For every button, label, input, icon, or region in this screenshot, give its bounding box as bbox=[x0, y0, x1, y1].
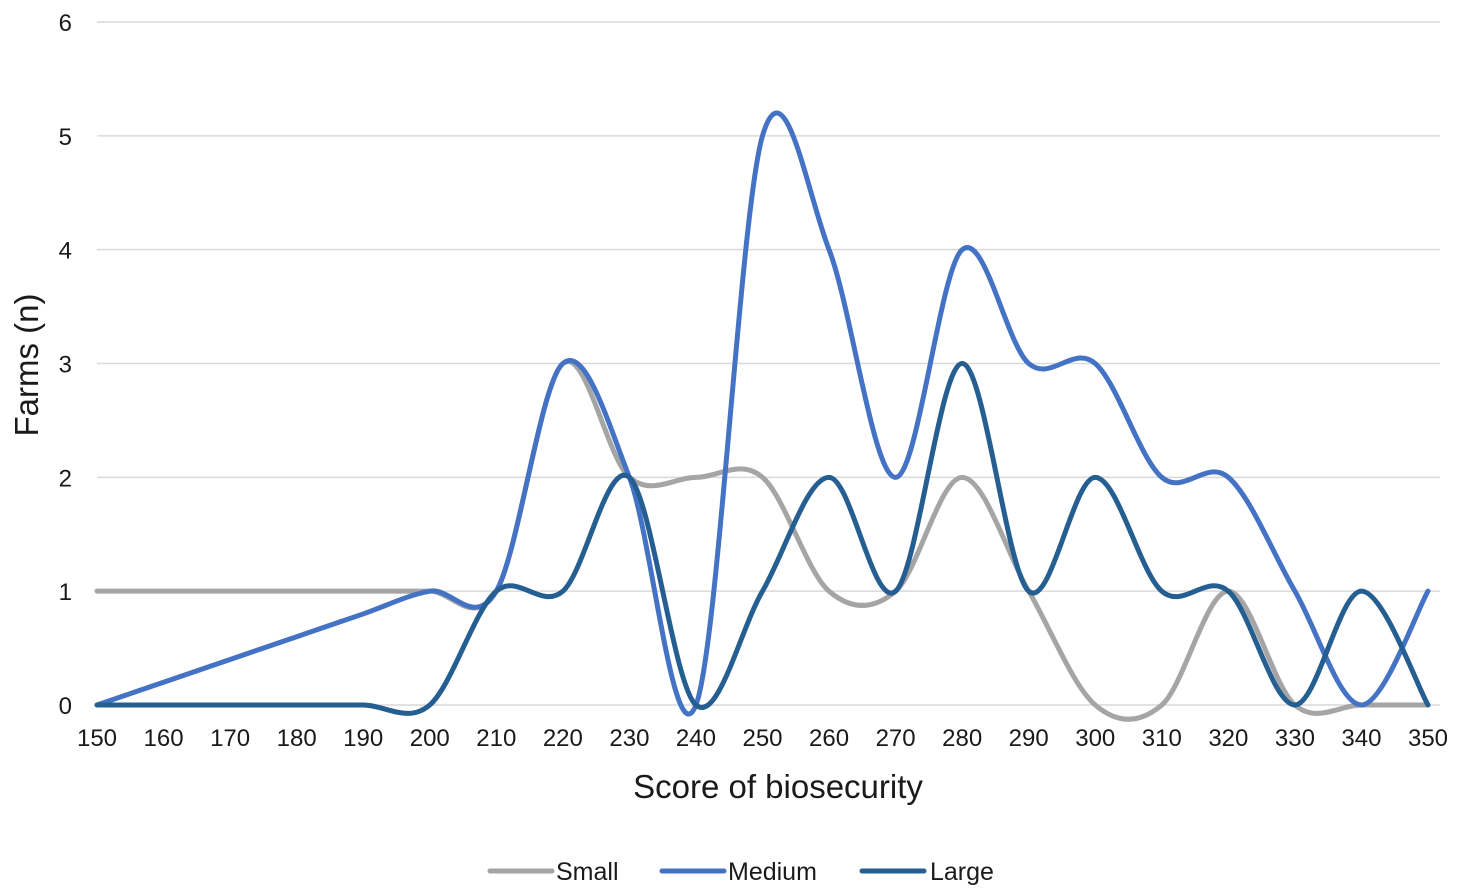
x-tick-label: 210 bbox=[476, 725, 516, 752]
x-tick-label: 220 bbox=[543, 725, 583, 752]
series-line-medium bbox=[94, 110, 1431, 717]
x-tick-label: 270 bbox=[876, 725, 916, 752]
x-tick-label: 190 bbox=[343, 725, 383, 752]
x-tick-label: 310 bbox=[1142, 725, 1182, 752]
y-tick-label: 4 bbox=[59, 238, 72, 265]
legend-label-large: Large bbox=[930, 858, 994, 886]
x-tick-label: 160 bbox=[144, 725, 184, 752]
y-tick-label: 6 bbox=[59, 10, 72, 37]
x-tick-label: 260 bbox=[809, 725, 849, 752]
y-tick-label: 2 bbox=[59, 465, 72, 492]
x-tick-label: 300 bbox=[1075, 725, 1115, 752]
y-tick-label: 0 bbox=[59, 693, 72, 720]
x-tick-label: 320 bbox=[1208, 725, 1248, 752]
series-line-small bbox=[94, 358, 1431, 722]
y-axis-ticks: 0 1 2 3 4 5 6 bbox=[59, 10, 72, 720]
x-tick-label: 170 bbox=[210, 725, 250, 752]
series-lines bbox=[94, 110, 1431, 722]
x-tick-label: 280 bbox=[942, 725, 982, 752]
y-tick-label: 1 bbox=[59, 579, 72, 606]
x-axis-ticks: 150 160 170 180 190 200 210 220 230 240 250 260 270 2… bbox=[77, 725, 1448, 752]
legend-label-medium: Medium bbox=[728, 858, 817, 886]
x-tick-label: 240 bbox=[676, 725, 716, 752]
x-tick-label: 180 bbox=[277, 725, 317, 752]
x-tick-label: 230 bbox=[609, 725, 649, 752]
x-tick-label: 330 bbox=[1275, 725, 1315, 752]
legend-label-small: Small bbox=[556, 858, 619, 886]
x-tick-label: 200 bbox=[410, 725, 450, 752]
x-axis-title: Score of biosecurity bbox=[633, 768, 923, 805]
y-tick-label: 3 bbox=[59, 352, 72, 379]
y-axis-title: Farms (n) bbox=[8, 294, 45, 437]
x-tick-label: 350 bbox=[1408, 725, 1448, 752]
x-tick-label: 340 bbox=[1341, 725, 1381, 752]
y-tick-label: 5 bbox=[59, 124, 72, 151]
legend: Small Medium Large bbox=[487, 858, 994, 886]
x-tick-label: 250 bbox=[742, 725, 782, 752]
series-line-large bbox=[94, 361, 1431, 716]
x-tick-label: 150 bbox=[77, 725, 117, 752]
x-tick-label: 290 bbox=[1009, 725, 1049, 752]
